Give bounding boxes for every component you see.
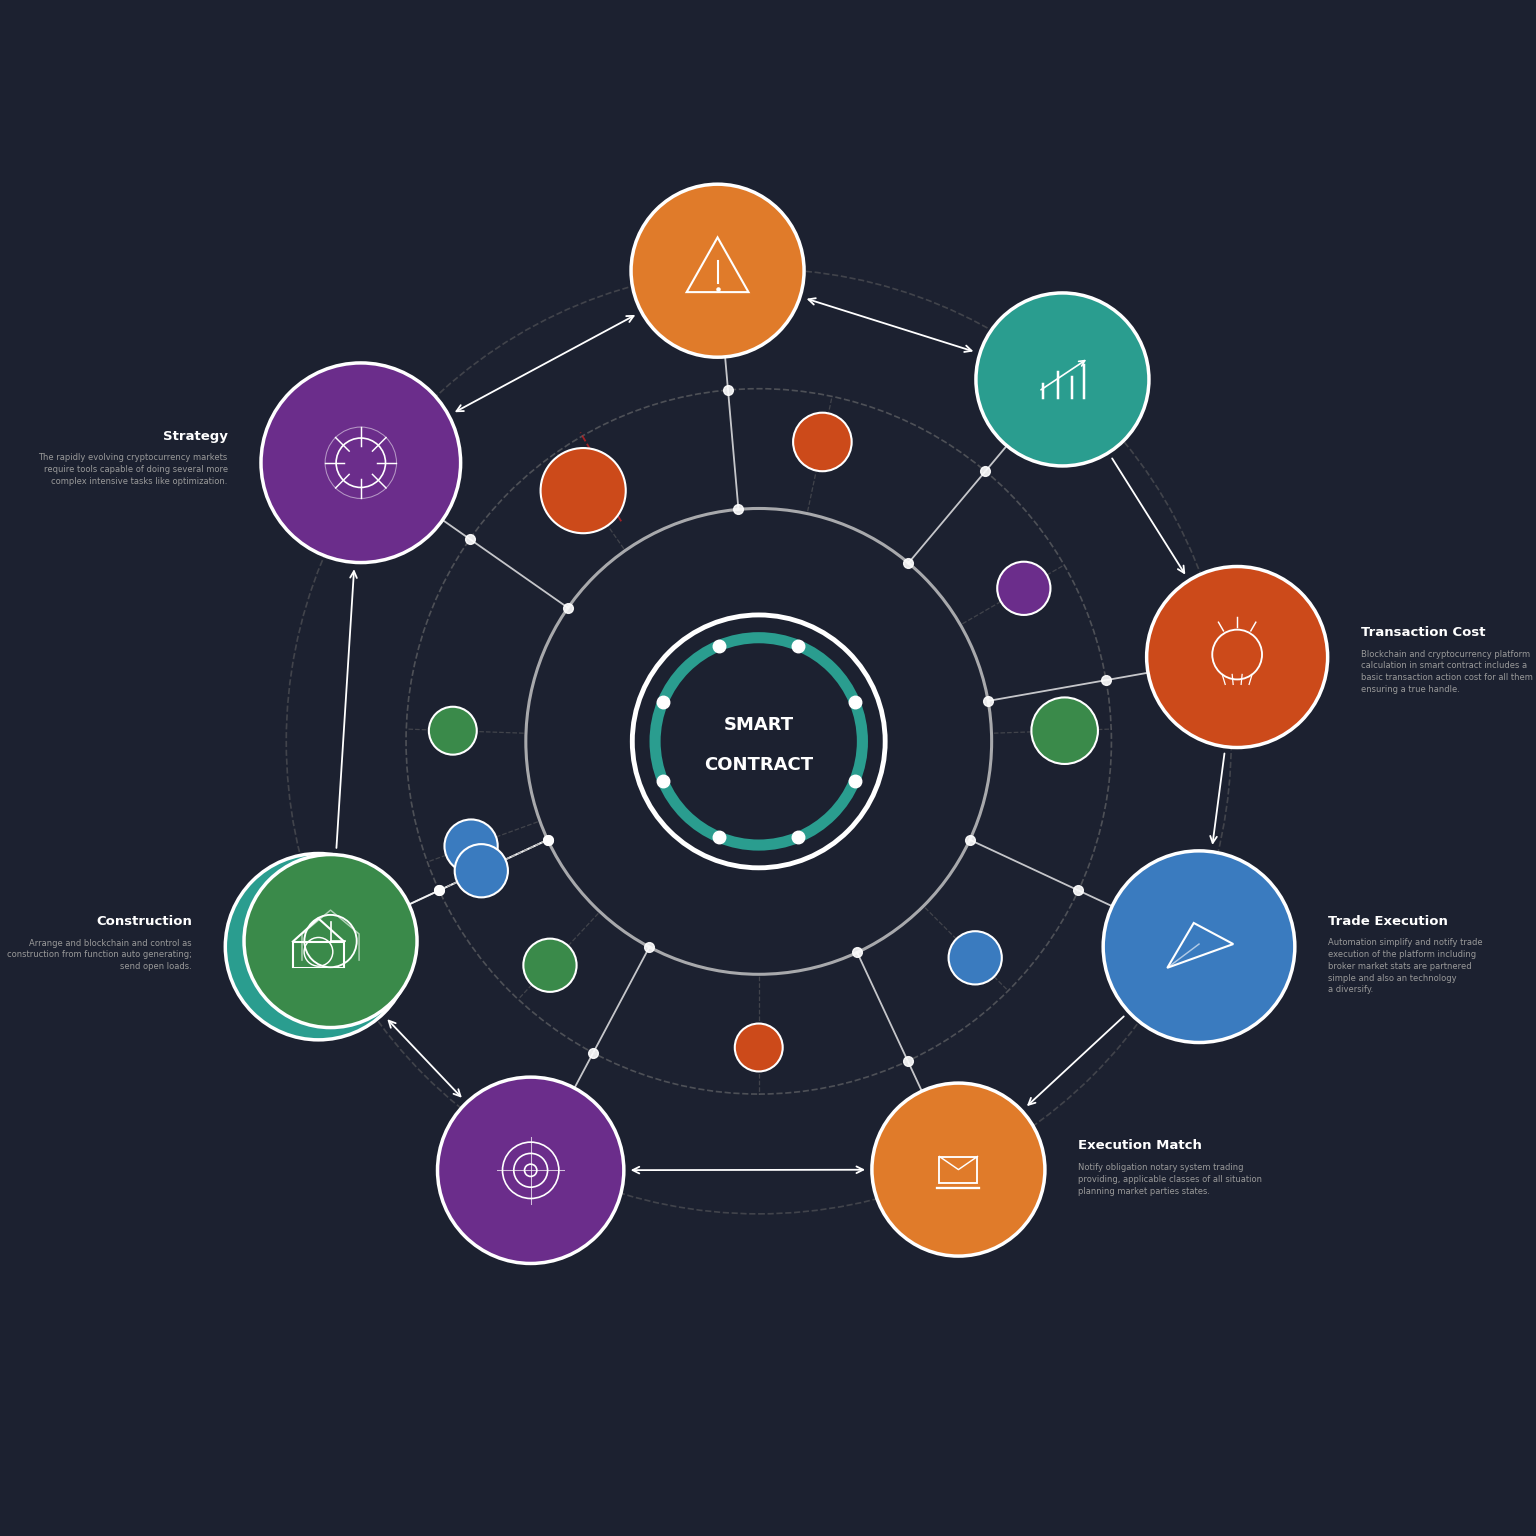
Circle shape bbox=[444, 820, 498, 872]
Text: Construction: Construction bbox=[97, 915, 192, 928]
Circle shape bbox=[524, 938, 576, 992]
Circle shape bbox=[633, 614, 885, 868]
Text: Notify obligation notary system trading
providing, applicable classes of all sit: Notify obligation notary system trading … bbox=[1078, 1163, 1263, 1195]
Circle shape bbox=[997, 562, 1051, 614]
Text: Blockchain and cryptocurrency platform
calculation in smart contract includes a
: Blockchain and cryptocurrency platform c… bbox=[1361, 650, 1533, 694]
Circle shape bbox=[1147, 567, 1327, 748]
Circle shape bbox=[429, 707, 476, 754]
Circle shape bbox=[631, 184, 803, 358]
Text: Trade Execution: Trade Execution bbox=[1329, 914, 1448, 928]
Text: The rapidly evolving cryptocurrency markets
require tools capable of doing sever: The rapidly evolving cryptocurrency mark… bbox=[38, 453, 227, 485]
Text: Strategy: Strategy bbox=[163, 430, 227, 442]
Text: SMART: SMART bbox=[723, 716, 794, 734]
Circle shape bbox=[949, 931, 1001, 985]
Text: Arrange and blockchain and control as
construction from function auto generating: Arrange and blockchain and control as co… bbox=[8, 938, 192, 971]
Circle shape bbox=[455, 845, 508, 897]
Text: Transaction Cost: Transaction Cost bbox=[1361, 627, 1485, 639]
Circle shape bbox=[438, 1077, 624, 1264]
Circle shape bbox=[261, 362, 461, 562]
Text: Automation simplify and notify trade
execution of the platform including
broker : Automation simplify and notify trade exe… bbox=[1329, 938, 1482, 994]
Text: CONTRACT: CONTRACT bbox=[703, 756, 813, 774]
Circle shape bbox=[226, 854, 412, 1040]
Circle shape bbox=[793, 413, 851, 472]
Circle shape bbox=[734, 1023, 783, 1072]
Circle shape bbox=[872, 1083, 1044, 1256]
Circle shape bbox=[1031, 697, 1098, 763]
Bar bbox=[940, 1157, 977, 1183]
Circle shape bbox=[1103, 851, 1295, 1043]
Text: Execution Match: Execution Match bbox=[1078, 1140, 1203, 1152]
Circle shape bbox=[975, 293, 1149, 465]
Circle shape bbox=[244, 854, 418, 1028]
Circle shape bbox=[541, 449, 625, 533]
